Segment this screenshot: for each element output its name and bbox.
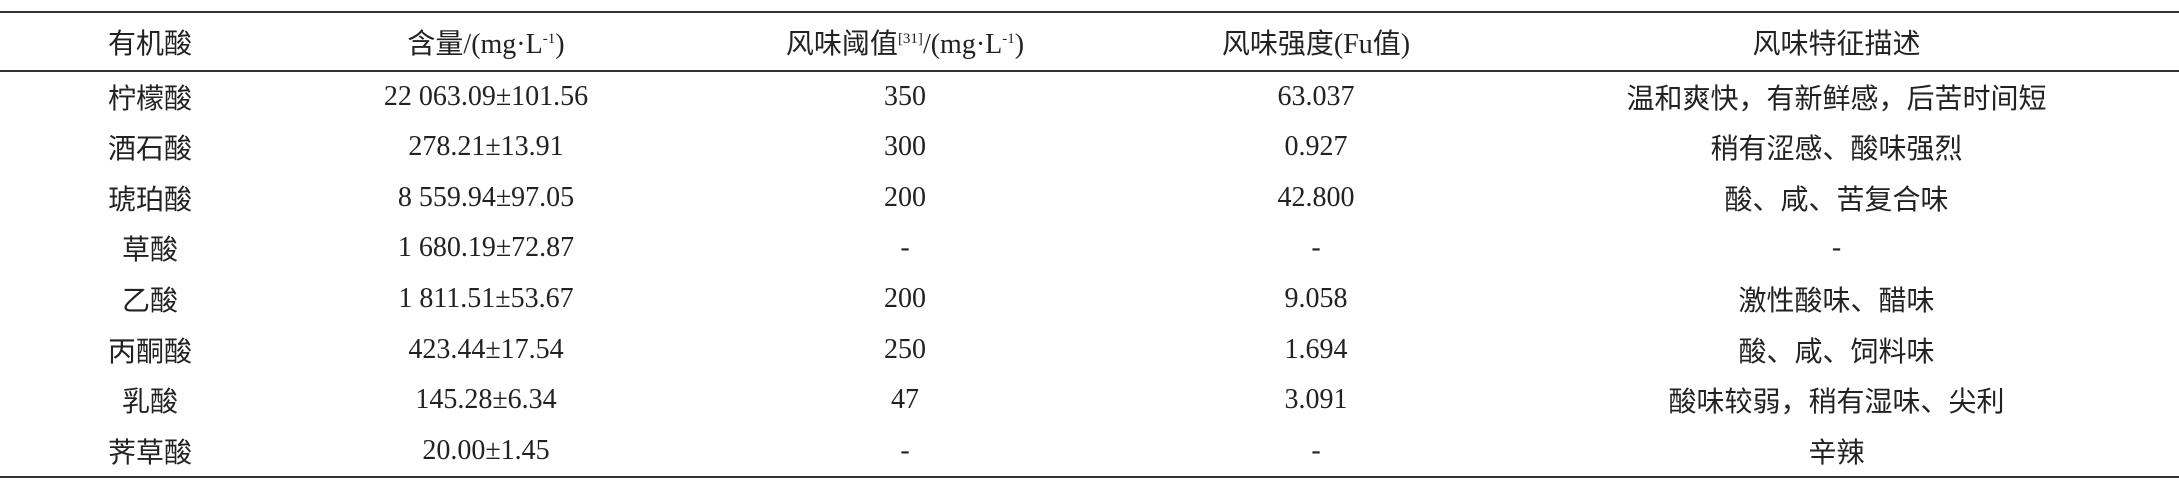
header-cell: 风味特征描述 [1494, 12, 2179, 71]
table-cell: 0.927 [1284, 131, 1348, 163]
header-text: 含量/(mg·L [407, 28, 543, 60]
table-row: 琥珀酸 8 559.94±97.05 200 42.800 酸、咸、苦复合味 [0, 172, 2179, 223]
superscript: [31] [897, 30, 923, 47]
table-cell: 423.44±17.54 [408, 333, 564, 365]
table-cell: 200 [884, 181, 926, 213]
table-cell: 63.037 [1277, 80, 1355, 112]
header-text: /(mg·L [922, 28, 1003, 60]
header-text: ) [555, 28, 565, 60]
table-cell: 稍有涩感、酸味强烈 [1710, 134, 1963, 166]
table-cell: - [1831, 232, 1842, 264]
table-cell: 柠檬酸 [107, 83, 192, 115]
table-row: 柠檬酸 22 063.09±101.56 350 63.037 温和爽快，有新鲜感，后苦… [0, 71, 2179, 122]
table-cell: 42.800 [1277, 181, 1355, 213]
table-cell: 20.00±1.45 [422, 434, 550, 466]
header-cell: 风味阈值[31]/(mg·L-1) [672, 12, 1138, 71]
table-cell: 酸、咸、饲料味 [1738, 336, 1935, 368]
table-cell: 1 680.19±72.87 [397, 232, 575, 264]
table-cell: 47 [891, 384, 919, 416]
table-row: 草酸 1 680.19±72.87 - - - [0, 223, 2179, 274]
header-cell: 风味强度(Fu值) [1138, 12, 1494, 71]
table-cell: - [1311, 232, 1321, 264]
superscript: -1 [1002, 30, 1015, 47]
table-cell: 荠草酸 [107, 437, 192, 469]
header-cell: 含量/(mg·L-1) [300, 12, 672, 71]
table-cell: 278.21±13.91 [408, 131, 564, 163]
header-text: 风味阈值 [785, 28, 898, 60]
table-cell: 乙酸 [121, 286, 178, 318]
table-cell: 3.091 [1284, 384, 1348, 416]
table-cell: - [1311, 434, 1321, 466]
header-text: 风味特征描述 [1752, 28, 1921, 60]
table-cell: 350 [884, 80, 926, 112]
table-cell: 1.694 [1284, 333, 1348, 365]
table-cell: 8 559.94±97.05 [397, 181, 575, 213]
table-cell: - [900, 232, 910, 264]
header-text: ) [1014, 28, 1025, 60]
table-body: 柠檬酸 22 063.09±101.56 350 63.037 温和爽快，有新鲜感，后苦… [0, 71, 2179, 477]
table-cell: 300 [884, 131, 926, 163]
table-cell: 辛辣 [1808, 437, 1865, 469]
header-row: 有机酸 含量/(mg·L-1) 风味阈值[31]/(mg·L-1) 风味强度(Fu值)… [0, 12, 2179, 71]
table-wrap: 有机酸 含量/(mg·L-1) 风味阈值[31]/(mg·L-1) 风味强度(Fu值)… [0, 11, 2179, 478]
table-cell: 草酸 [121, 235, 178, 267]
table-row: 丙酮酸 423.44±17.54 250 1.694 酸、咸、饲料味 [0, 324, 2179, 375]
table-row: 酒石酸 278.21±13.91 300 0.927 稍有涩感、酸味强烈 [0, 122, 2179, 173]
table-cell: 琥珀酸 [107, 184, 192, 216]
table-cell: 激性酸味、醋味 [1738, 286, 1935, 318]
header-cell: 有机酸 [0, 12, 300, 71]
table-cell: 145.28±6.34 [415, 384, 557, 416]
table-cell: 200 [884, 283, 926, 315]
table-cell: 250 [884, 333, 926, 365]
superscript: -1 [542, 30, 556, 47]
table-cell: 酒石酸 [107, 134, 192, 166]
table-cell: 温和爽快，有新鲜感，后苦时间短 [1626, 83, 2047, 115]
table-cell: 酸、咸、苦复合味 [1724, 184, 1949, 216]
table-row: 乙酸 1 811.51±53.67 200 9.058 激性酸味、醋味 [0, 274, 2179, 325]
table-cell: 9.058 [1284, 283, 1348, 315]
table-cell: - [900, 434, 910, 466]
table-cell: 酸味较弱，稍有湿味、尖利 [1668, 387, 2005, 419]
table-cell: 22 063.09±101.56 [383, 80, 589, 112]
header-text: 风味强度(Fu值) [1221, 28, 1411, 60]
table-cell: 1 811.51±53.67 [398, 283, 574, 315]
table: 有机酸 含量/(mg·L-1) 风味阈值[31]/(mg·L-1) 风味强度(Fu值)… [0, 11, 2179, 478]
table-row: 乳酸 145.28±6.34 47 3.091 酸味较弱，稍有湿味、尖利 [0, 375, 2179, 426]
table-cell: 丙酮酸 [107, 336, 192, 368]
table-cell: 乳酸 [121, 387, 178, 419]
header-text: 有机酸 [107, 28, 192, 60]
table-row: 荠草酸 20.00±1.45 - - 辛辣 [0, 426, 2179, 477]
